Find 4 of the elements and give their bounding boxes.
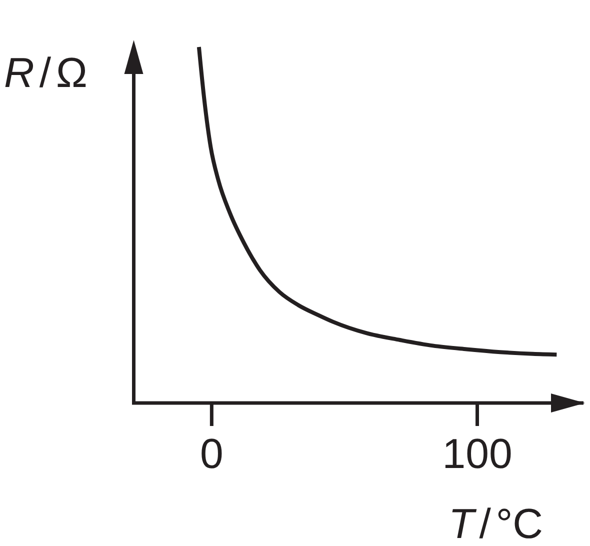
x-axis-title: T/°C	[448, 500, 543, 546]
x-tick-label: 0	[200, 430, 224, 477]
y-axis-title: R/Ω	[4, 49, 88, 96]
x-tick-label: 100	[442, 430, 512, 477]
